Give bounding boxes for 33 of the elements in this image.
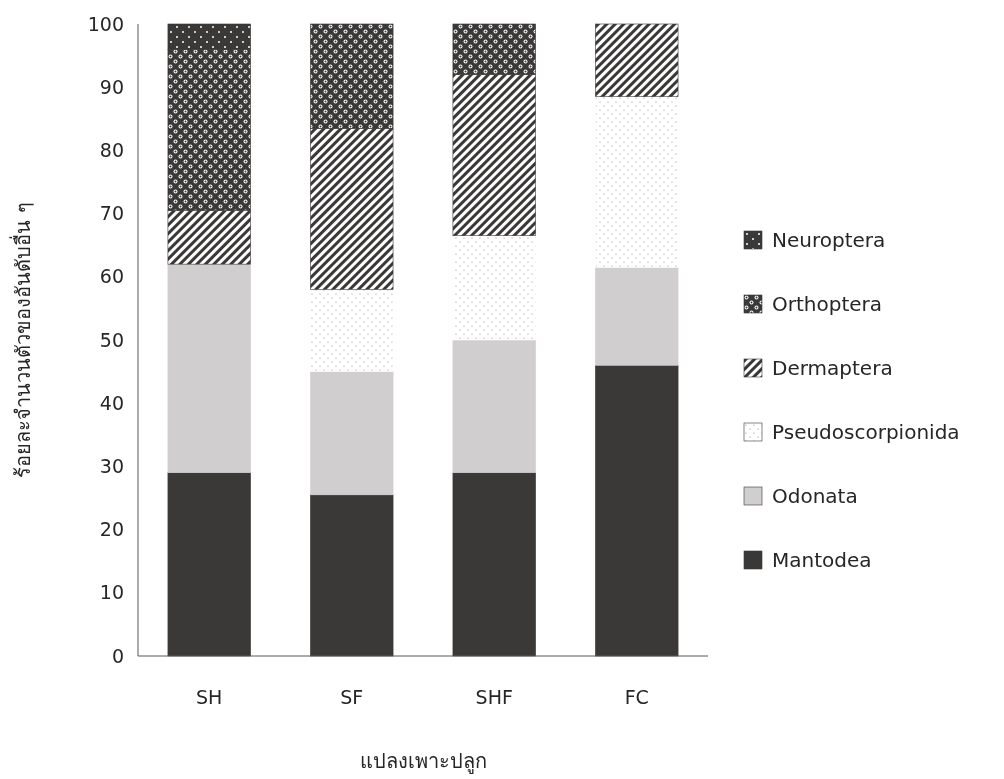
y-tick-label: 10 <box>99 581 124 604</box>
legend-label: Mantodea <box>772 548 872 572</box>
bar <box>452 472 536 657</box>
x-tick-label: SF <box>340 686 364 708</box>
legend-label: Orthoptera <box>772 292 883 316</box>
y-tick-label: 100 <box>87 12 124 35</box>
bar <box>452 235 536 341</box>
bar <box>310 494 394 657</box>
y-tick-label: 0 <box>111 644 124 667</box>
bar <box>595 267 679 366</box>
y-tick-label: 50 <box>99 328 124 351</box>
x-tick-label: SHF <box>475 686 513 708</box>
x-tick-label: SH <box>196 686 223 708</box>
y-tick-label: 30 <box>99 455 124 478</box>
bar <box>310 371 394 496</box>
bar <box>595 364 679 657</box>
bar <box>167 263 251 474</box>
y-tick-label: 60 <box>99 265 124 288</box>
y-tick-label: 90 <box>99 75 124 98</box>
legend-label: Dermaptera <box>772 356 893 380</box>
bar <box>452 339 536 474</box>
bar <box>595 23 679 97</box>
x-tick-label: FC <box>624 686 649 708</box>
y-tick-label: 80 <box>99 139 124 162</box>
legend-label: Odonata <box>772 484 858 508</box>
legend-label: Neuroptera <box>772 228 886 252</box>
y-tick-label: 40 <box>99 391 124 414</box>
legend-label: Pseudoscorpionida <box>772 420 960 444</box>
x-axis-title: แปลงเพาะปลูก <box>359 749 487 774</box>
bar <box>167 472 251 657</box>
y-tick-label: 70 <box>99 202 124 225</box>
y-tick-label: 20 <box>99 518 124 541</box>
y-axis-title: ร้อยละจำนวนตัวของอันดับอื่น ๆ <box>9 202 35 478</box>
